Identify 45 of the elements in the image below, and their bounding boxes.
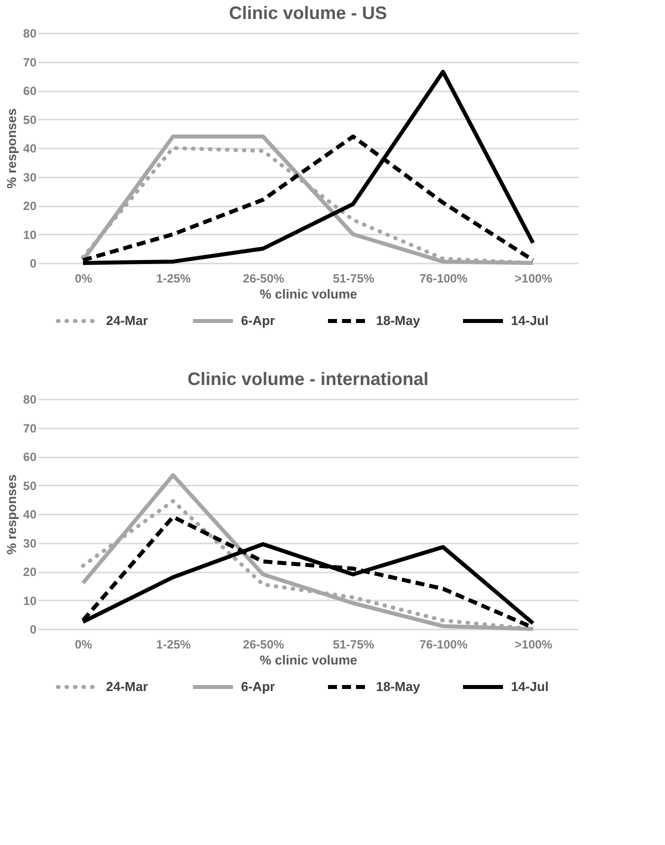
y-axis-title: % responses: [4, 108, 20, 189]
x-tick-label: 76-100%: [419, 638, 468, 652]
legend-label: 24-Mar: [106, 679, 148, 694]
y-tick-label: 80: [23, 26, 37, 40]
chart-title: Clinic volume - US: [228, 3, 388, 23]
y-tick-label: 20: [23, 565, 37, 579]
x-tick-label: 0%: [74, 638, 92, 652]
x-tick-label: 51-75%: [332, 638, 375, 652]
x-tick-label: 26-50%: [242, 272, 285, 286]
y-tick-label: 40: [23, 508, 37, 522]
chart-title: Clinic volume - international: [187, 369, 429, 389]
y-tick-label: 60: [23, 84, 37, 98]
y-tick-label: 10: [23, 594, 37, 608]
legend-label: 14-Jul: [511, 313, 549, 328]
x-tick-label: 1-25%: [156, 638, 192, 652]
x-axis-title: % clinic volume: [260, 286, 358, 302]
y-tick-label: 30: [23, 170, 37, 184]
legend-label: 18-May: [376, 679, 421, 694]
y-tick-label: 60: [23, 450, 37, 464]
legend-label: 14-Jul: [511, 679, 549, 694]
x-tick-label: 1-25%: [156, 272, 192, 286]
x-tick-label: >100%: [514, 638, 553, 652]
y-tick-label: 20: [23, 199, 37, 213]
legend-label: 24-Mar: [106, 313, 148, 328]
x-axis-title: % clinic volume: [260, 652, 358, 668]
y-tick-label: 80: [23, 392, 37, 406]
y-tick-label: 0: [30, 622, 37, 636]
y-tick-label: 50: [23, 478, 37, 493]
y-tick-label: 50: [23, 112, 37, 127]
x-tick-label: >100%: [514, 272, 553, 286]
legend-label: 6-Apr: [241, 313, 275, 328]
y-tick-label: 30: [23, 536, 37, 550]
y-tick-label: 0: [30, 256, 37, 270]
y-tick-label: 10: [23, 228, 37, 242]
x-tick-label: 51-75%: [332, 272, 375, 286]
x-tick-label: 0%: [74, 272, 92, 286]
line-series: [81, 70, 535, 265]
y-tick-label: 40: [23, 142, 37, 156]
legend-label: 18-May: [376, 313, 421, 328]
y-tick-label: 70: [23, 421, 37, 436]
x-tick-label: 26-50%: [242, 638, 285, 652]
y-axis-title: % responses: [4, 474, 20, 555]
legend-label: 6-Apr: [241, 679, 275, 694]
y-tick-label: 70: [23, 55, 37, 70]
x-tick-label: 76-100%: [419, 272, 468, 286]
